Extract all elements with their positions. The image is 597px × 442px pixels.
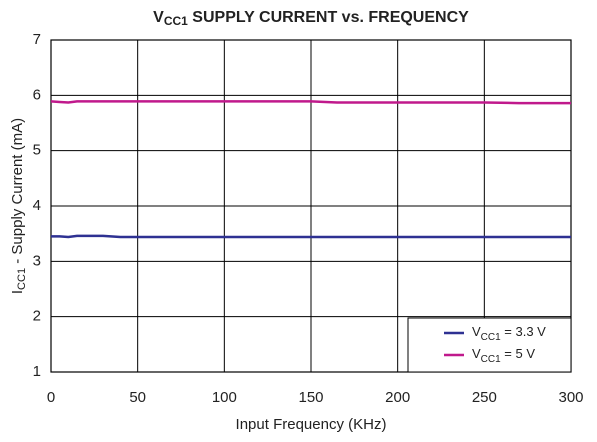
ylabel-sub: CC1: [16, 268, 28, 290]
series-line: [51, 234, 571, 239]
y-tick-label: 1: [33, 363, 41, 380]
plot-frame: [50, 39, 572, 373]
title-part: V: [153, 9, 164, 26]
legend-box: [407, 317, 572, 373]
legend-part: V: [472, 324, 481, 339]
legend-label: VCC1 = 3.3 V: [472, 324, 546, 342]
chart-title: VCC1 SUPPLY CURRENT vs. FREQUENCY: [153, 9, 469, 28]
y-tick-label: 5: [33, 142, 41, 159]
x-tick-label: 0: [47, 389, 55, 406]
legend-part: = 3.3 V: [501, 324, 546, 339]
ylabel-part: - Supply Current (mA): [9, 118, 26, 268]
legend-label: VCC1 = 5 V: [472, 346, 535, 364]
y-tick-label: 2: [33, 308, 41, 325]
series-line: [50, 100, 571, 105]
x-tick-label: 100: [212, 389, 237, 406]
y-tick-label: 4: [33, 197, 41, 214]
title-sub: CC1: [164, 14, 188, 28]
x-axis-label: Input Frequency (KHz): [236, 416, 387, 433]
title-part: SUPPLY CURRENT vs. FREQUENCY: [188, 9, 469, 26]
legend-part: V: [472, 346, 481, 361]
x-tick-label: 250: [472, 389, 497, 406]
y-tick-label: 6: [33, 86, 41, 103]
legend-part: = 5 V: [501, 346, 536, 361]
x-tick-label: 150: [298, 389, 323, 406]
legend-sub: CC1: [481, 354, 501, 365]
x-tick-label: 300: [558, 389, 583, 406]
legend-sub: CC1: [481, 332, 501, 343]
y-axis-label: ICC1 - Supply Current (mA): [9, 118, 28, 294]
y-tick-label: 3: [33, 252, 41, 269]
x-tick-label: 200: [385, 389, 410, 406]
y-tick-label: 7: [33, 31, 41, 48]
x-tick-label: 50: [129, 389, 146, 406]
ylabel-part: I: [9, 290, 26, 294]
